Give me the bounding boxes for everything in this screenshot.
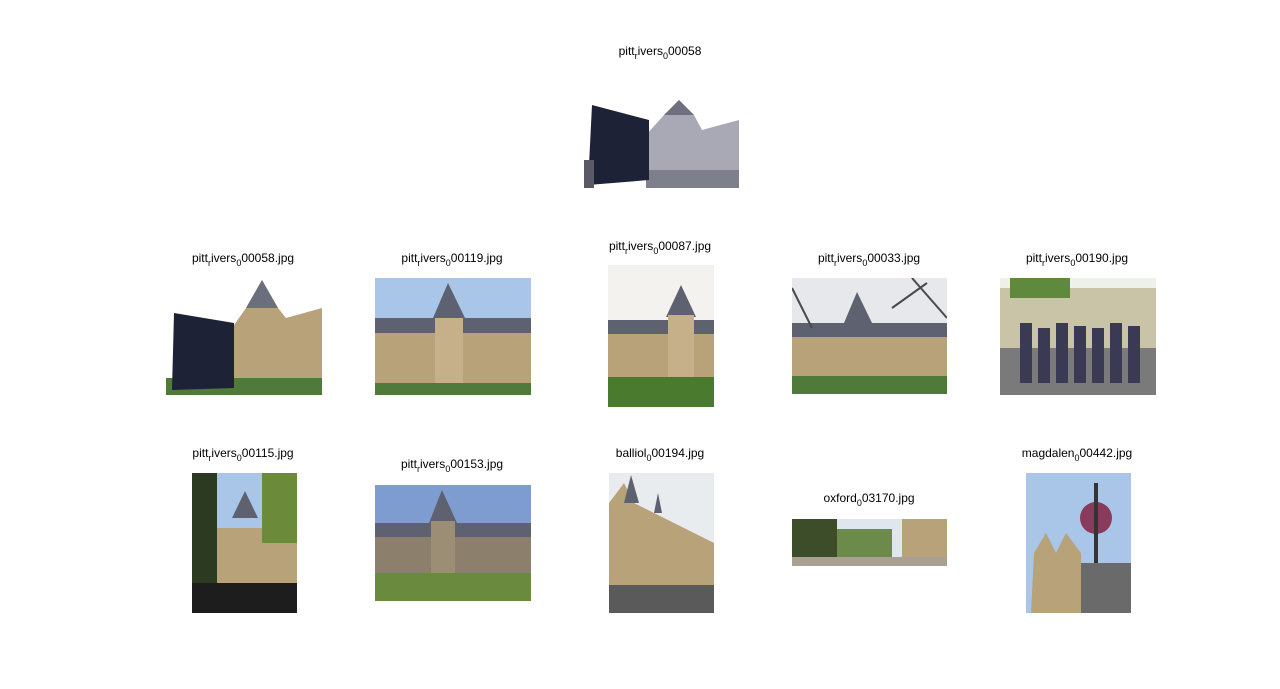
result-caption: pittrivers000119.jpg [401, 251, 503, 268]
result-caption: balliol000194.jpg [615, 446, 705, 463]
query-image[interactable] [584, 100, 739, 188]
result-caption: pittrivers000190.jpg [1025, 251, 1129, 268]
result-caption: oxford003170.jpg [823, 491, 915, 508]
result-caption: magdalen000442.jpg [1021, 446, 1133, 463]
result-caption: pittrivers000058.jpg [191, 251, 295, 268]
result-caption: pittrivers000153.jpg [400, 457, 504, 474]
result-image[interactable] [608, 265, 714, 407]
result-image[interactable] [192, 473, 297, 613]
result-image[interactable] [792, 519, 947, 566]
result-image[interactable] [1000, 278, 1156, 395]
result-image[interactable] [792, 278, 947, 394]
result-image[interactable] [609, 473, 714, 613]
result-image[interactable] [375, 485, 531, 601]
result-image[interactable] [375, 278, 531, 395]
query-caption: pittrivers000058 [618, 44, 702, 61]
result-image[interactable] [1026, 473, 1131, 613]
result-caption: pittrivers000115.jpg [192, 446, 294, 463]
result-caption: pittrivers000087.jpg [608, 239, 712, 256]
result-image[interactable] [166, 278, 322, 395]
result-caption: pittrivers000033.jpg [817, 251, 921, 268]
